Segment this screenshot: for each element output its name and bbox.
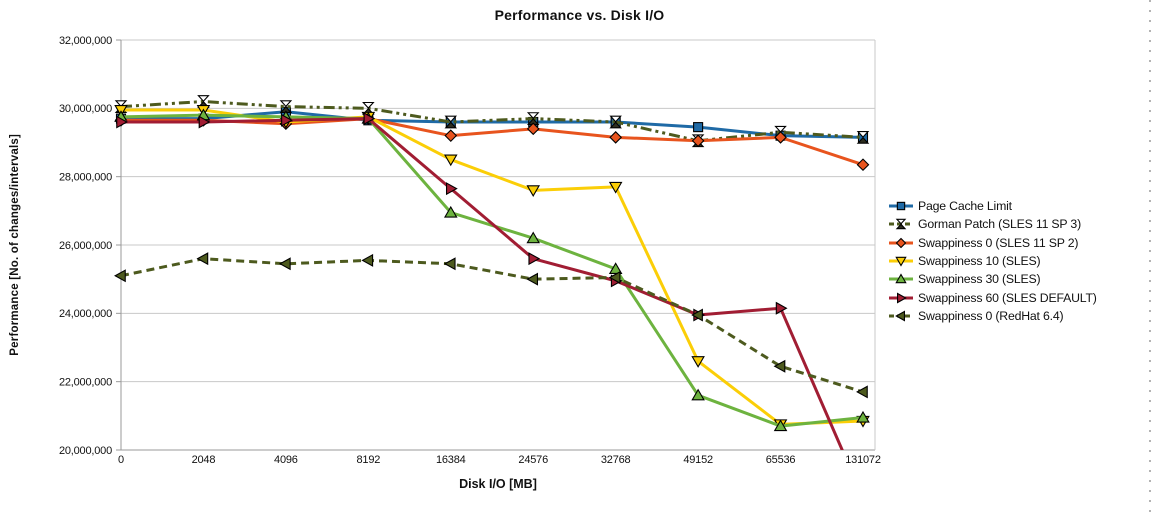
legend-label: Swappiness 60 (SLES DEFAULT) <box>918 290 1097 305</box>
y-tick-label: 30,000,000 <box>59 103 112 115</box>
legend-label: Swappiness 30 (SLES) <box>918 272 1041 287</box>
series-line-swappiness-10-sles <box>121 108 864 426</box>
x-tick-label: 4096 <box>274 454 298 466</box>
y-tick-label: 24,000,000 <box>59 308 112 320</box>
series-line-swappiness-0-redhat-6-4 <box>120 257 864 394</box>
legend-label: Swappiness 10 (SLES) <box>918 254 1041 269</box>
legend-marker-triangle-left-icon <box>889 310 913 322</box>
x-tick-label: 131072 <box>845 454 881 466</box>
legend-item-page-cache-limit: Page Cache Limit <box>888 197 1097 215</box>
page-edge-dotted-border <box>1149 0 1151 512</box>
x-tick-label: 2048 <box>192 454 216 466</box>
y-tick-label: 22,000,000 <box>59 376 112 388</box>
y-tick-label: 32,000,000 <box>59 35 112 47</box>
series-line-swappiness-60-sles-default <box>121 117 844 450</box>
chart-title: Performance vs. Disk I/O <box>494 7 665 23</box>
legend-item-swappiness-10-sles: Swappiness 10 (SLES) <box>888 252 1097 270</box>
series-swappiness-60-sles-default <box>116 112 844 450</box>
x-tick-label: 49152 <box>683 454 713 466</box>
y-tick-label: 28,000,000 <box>59 171 112 183</box>
legend-label: Page Cache Limit <box>918 199 1012 214</box>
x-tick-label: 16384 <box>436 454 466 466</box>
legend-marker-triangle-up-icon <box>889 273 913 284</box>
legend-marker-diamond-icon <box>889 237 913 249</box>
chart-legend: Page Cache Limit Gorman Patch (SLES 11 SP… <box>888 197 1097 325</box>
legend-item-gorman-patch-sles-11-sp-3: Gorman Patch (SLES 11 SP 3) <box>888 215 1097 233</box>
legend-label: Gorman Patch (SLES 11 SP 3) <box>918 217 1081 232</box>
legend-item-swappiness-60-sles-default: Swappiness 60 (SLES DEFAULT) <box>888 288 1097 306</box>
series-markers-swappiness-0-redhat-6-4 <box>114 252 868 399</box>
legend-item-swappiness-0-redhat-6-4: Swappiness 0 (RedHat 6.4) <box>888 307 1097 325</box>
legend-label: Swappiness 0 (SLES 11 SP 2) <box>918 235 1079 250</box>
x-tick-label: 32768 <box>601 454 631 466</box>
x-tick-label: 24576 <box>518 454 548 466</box>
legend-item-swappiness-0-sles-11-sp-2: Swappiness 0 (SLES 11 SP 2) <box>888 234 1097 252</box>
series-markers-swappiness-60-sles-default <box>116 112 788 322</box>
series-line-swappiness-30-sles <box>120 113 864 428</box>
legend-marker-triangle-down-icon <box>889 256 913 267</box>
legend-marker-square-icon <box>889 201 913 211</box>
legend-label: Swappiness 0 (RedHat 6.4) <box>918 308 1064 323</box>
legend-marker-triangle-right-icon <box>889 292 913 304</box>
series-line-swappiness-0-sles-11-sp-2 <box>121 117 864 167</box>
legend-marker-hourglass-icon <box>889 219 913 230</box>
gridlines <box>121 39 875 451</box>
y-tick-label: 26,000,000 <box>59 240 112 252</box>
x-tick-label: 8192 <box>356 454 380 466</box>
x-tick-label: 0 <box>118 454 124 466</box>
legend-item-swappiness-30-sles: Swappiness 30 (SLES) <box>888 270 1097 288</box>
series-swappiness-0-redhat-6-4 <box>114 252 868 399</box>
x-axis-title: Disk I/O [MB] <box>459 477 537 491</box>
x-tick-label: 65536 <box>766 454 796 466</box>
series-swappiness-30-sles <box>114 108 870 432</box>
series-line-gorman-patch-sles-11-sp-3 <box>120 100 864 143</box>
axis-tick-labels: 20,000,000 22,000,000 24,000,000 26,000,000… <box>59 35 881 466</box>
series-markers-swappiness-30-sles <box>114 108 870 432</box>
y-tick-label: 20,000,000 <box>59 445 112 457</box>
